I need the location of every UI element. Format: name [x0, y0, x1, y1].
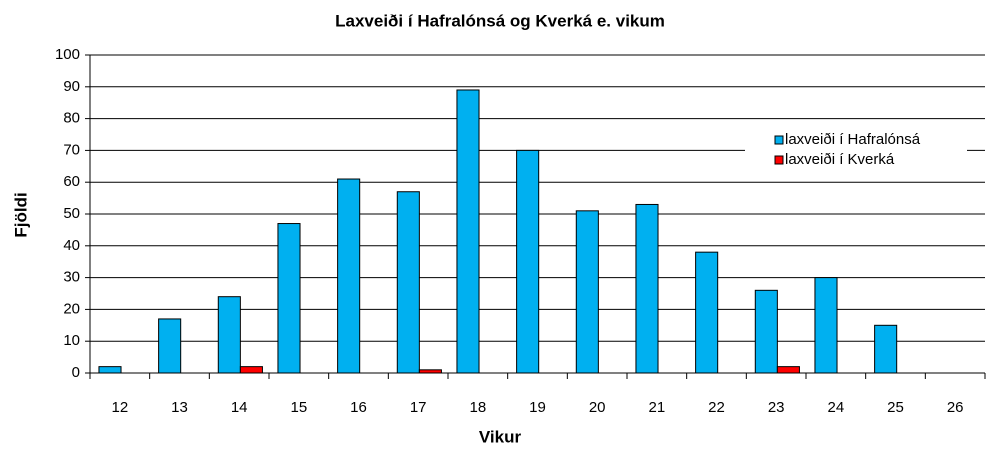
x-tick-label: 21 — [648, 399, 665, 416]
x-tick-label: 22 — [708, 399, 725, 416]
x-tick-label: 25 — [887, 399, 904, 416]
y-tick-label: 20 — [63, 300, 80, 317]
x-tick-label: 13 — [171, 399, 188, 416]
x-tick-label: 12 — [111, 399, 128, 416]
bar — [239, 366, 263, 374]
x-tick-label: 26 — [947, 399, 964, 416]
chart-title: Laxveiði í Hafralónsá og Kverká e. vikum — [335, 11, 665, 30]
y-tick-label: 10 — [63, 332, 80, 349]
bar — [337, 178, 361, 374]
bar — [217, 296, 241, 374]
y-tick-label: 50 — [63, 205, 80, 222]
bar — [754, 289, 778, 374]
bar — [98, 366, 122, 374]
legend-swatch — [774, 135, 784, 145]
bar — [516, 149, 540, 374]
x-tick-label: 18 — [469, 399, 486, 416]
y-tick-label: 30 — [63, 269, 80, 286]
y-tick-label: 90 — [63, 78, 80, 95]
bar — [158, 318, 182, 374]
legend-label: laxveiði í Kverká — [785, 151, 895, 168]
y-tick-label: 100 — [55, 46, 80, 63]
x-tick-label: 24 — [827, 399, 844, 416]
bar — [814, 277, 838, 374]
x-tick-label: 17 — [410, 399, 427, 416]
legend-swatch — [774, 155, 784, 165]
y-tick-label: 60 — [63, 173, 80, 190]
y-tick-label: 0 — [72, 364, 80, 381]
y-axis-label: Fjöldi — [11, 192, 30, 237]
bar — [874, 324, 898, 374]
bar — [635, 203, 659, 374]
y-tick-label: 70 — [63, 141, 80, 158]
y-tick-label: 40 — [63, 237, 80, 254]
bar — [776, 366, 800, 374]
x-tick-label: 14 — [231, 399, 248, 416]
x-tick-label: 20 — [589, 399, 606, 416]
legend-label: laxveiði í Hafralónsá — [785, 131, 921, 148]
x-tick-label: 23 — [768, 399, 785, 416]
bar — [575, 210, 599, 374]
bar — [277, 223, 301, 374]
bar — [456, 89, 480, 374]
bar — [396, 191, 420, 374]
bar — [695, 251, 719, 374]
y-tick-label: 80 — [63, 110, 80, 127]
x-tick-label: 16 — [350, 399, 367, 416]
x-tick-label: 19 — [529, 399, 546, 416]
x-tick-label: 15 — [290, 399, 307, 416]
x-axis-label: Vikur — [479, 427, 522, 446]
